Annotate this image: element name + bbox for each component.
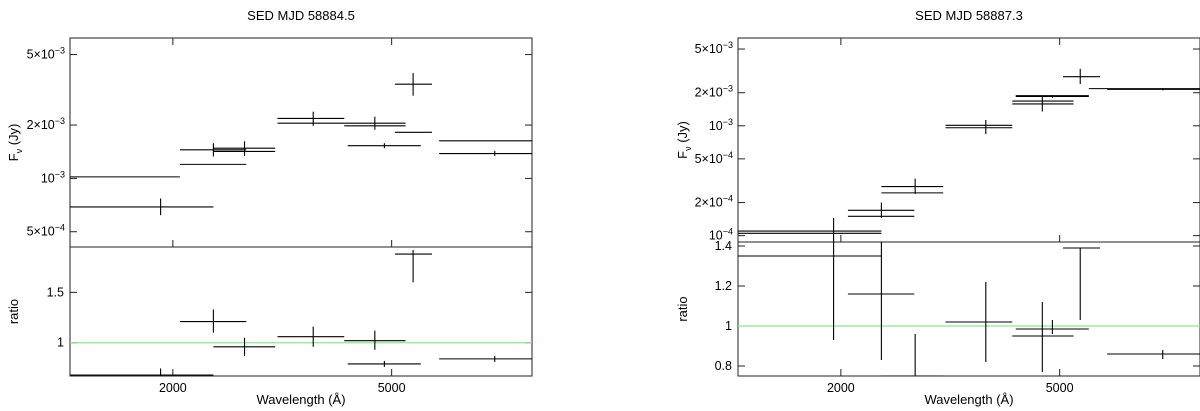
flux-data-group [738, 68, 1200, 242]
ratio-y-tick-label: 0.8 [715, 359, 732, 373]
ratio-data-point [70, 368, 214, 376]
ratio-data-point [738, 242, 882, 340]
sed-panel-right: SED MJD 58887.3 2000 5000 Wavelength (Å) 10−… [675, 8, 1200, 407]
ratio-y-tick-label: 1.5 [47, 285, 64, 299]
flux-y-tick-label: 2×10−3 [695, 84, 733, 100]
flux-data-point [347, 143, 421, 149]
flux-y-tick-label: 10−3 [709, 117, 733, 133]
flux-data-point [439, 150, 532, 156]
ratio-y-tick-label: 1 [57, 336, 64, 350]
ratio-data-point [344, 330, 406, 350]
flux-y-tick-label: 5×10−4 [695, 150, 733, 166]
x-tick-label: 2000 [827, 381, 855, 395]
ratio-data-point [179, 309, 247, 333]
ratio-plot-frame [737, 241, 1200, 377]
ratio-data-point [439, 355, 532, 362]
ratio-y-tick-label: 1 [725, 319, 732, 333]
ratio-data-group [738, 242, 1200, 376]
flux-data-point [1062, 68, 1100, 85]
flux-y-tick-label: 2×10−3 [27, 116, 65, 132]
ratio-data-point [347, 360, 421, 367]
flux-data-point [1015, 95, 1089, 98]
ratio-y-tick-label: 1.2 [715, 279, 732, 293]
ratio-data-group [70, 250, 532, 376]
ratio-data-point [945, 282, 1013, 362]
ratio-data-point [1012, 302, 1074, 372]
flux-data-point [394, 73, 432, 96]
flux-data-point [179, 143, 247, 157]
flux-data-point [1107, 88, 1200, 91]
flux-y-axis-label: Fν (Jy) [675, 121, 693, 159]
flux-y-tick-label: 5×10−3 [695, 40, 733, 56]
flux-plot-frame [69, 37, 533, 248]
ratio-data-point [394, 250, 432, 283]
flux-data-point [847, 202, 915, 218]
flux-data-point [1012, 96, 1074, 112]
ratio-plot-frame [69, 246, 533, 377]
x-tick-label: 2000 [159, 381, 187, 395]
flux-plot-frame [737, 37, 1200, 243]
x-tick-label: 5000 [1046, 381, 1074, 395]
flux-data-point [213, 141, 276, 156]
flux-y-tick-label: 10−3 [41, 169, 65, 185]
flux-data-point [738, 217, 882, 242]
flux-data-point [70, 198, 214, 216]
sed-panel-left: SED MJD 58884.5 2000 5000 Wavelength (Å) 5×1… [6, 8, 533, 407]
flux-data-point [945, 119, 1013, 135]
ratio-data-point [1015, 320, 1089, 334]
model-group [70, 122, 532, 178]
ratio-data-point [881, 334, 944, 376]
flux-y-tick-label: 5×10−3 [27, 46, 65, 62]
ratio-y-axis-label: ratio [675, 296, 690, 321]
ratio-y-tick-label: 1.4 [715, 239, 732, 253]
ratio-data-point [847, 242, 915, 360]
flux-data-point [277, 111, 345, 126]
flux-data-group [70, 73, 532, 216]
x-tick-label: 5000 [378, 381, 406, 395]
chart-title: SED MJD 58884.5 [247, 8, 355, 23]
x-axis-label: Wavelength (Å) [924, 392, 1013, 407]
ratio-data-point [1062, 247, 1100, 320]
x-axis-label: Wavelength (Å) [256, 392, 345, 407]
flux-y-tick-label: 5×10−4 [27, 223, 65, 239]
ratio-y-axis-label: ratio [6, 299, 21, 324]
chart-title: SED MJD 58887.3 [915, 8, 1023, 23]
flux-data-point [881, 178, 944, 194]
ratio-data-point [213, 337, 276, 356]
ratio-data-point [1107, 350, 1200, 359]
flux-y-tick-label: 10−4 [709, 227, 733, 243]
flux-data-point [344, 116, 406, 130]
model-group [738, 88, 1200, 234]
ratio-data-point [277, 326, 345, 347]
flux-y-tick-label: 2×10−4 [695, 194, 733, 210]
flux-y-axis-label: Fν (Jy) [6, 124, 24, 162]
